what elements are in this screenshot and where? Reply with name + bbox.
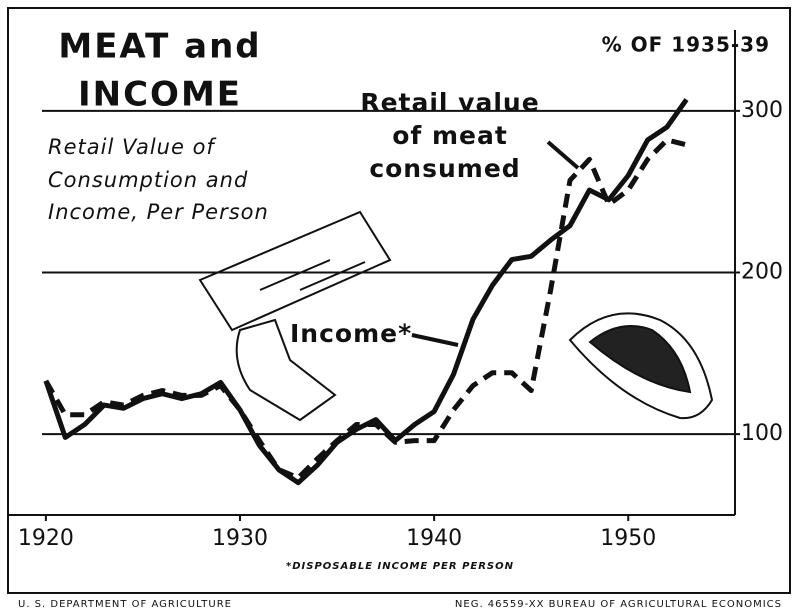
y-axis-label: % OF 1935-39	[602, 33, 770, 57]
meat-illustration	[568, 312, 714, 420]
footnote: *DISPOSABLE INCOME PER PERSON	[286, 561, 514, 572]
check-illustration	[198, 210, 392, 422]
source: NEG. 46559-XX BUREAU OF AGRICULTURAL ECO…	[455, 599, 782, 610]
x-tick-label: 1930	[212, 526, 268, 551]
series-label: consumed	[369, 154, 520, 183]
series-label: of meat	[392, 121, 508, 150]
chart-title: INCOME	[78, 75, 242, 115]
y-tick-label: 200	[741, 260, 783, 285]
pointer	[546, 140, 580, 170]
subtitle: Retail Value of	[48, 135, 217, 159]
x-tick-label: 1940	[406, 526, 462, 551]
pointer	[411, 333, 459, 347]
series-label: Retail value	[360, 88, 539, 117]
x-tick-label: 1950	[600, 526, 656, 551]
y-tick-label: 100	[741, 421, 783, 446]
source: U. S. DEPARTMENT OF AGRICULTURE	[18, 599, 232, 610]
series-label: Income*	[290, 319, 412, 348]
series-line	[43, 137, 688, 481]
series-line	[43, 98, 689, 486]
x-tick-label: 1920	[18, 526, 74, 551]
frame	[7, 7, 791, 594]
subtitle: Consumption and	[48, 168, 248, 192]
subtitle: Income, Per Person	[48, 200, 269, 224]
chart-title: MEAT and	[58, 27, 261, 67]
y-tick-label: 300	[741, 98, 783, 123]
